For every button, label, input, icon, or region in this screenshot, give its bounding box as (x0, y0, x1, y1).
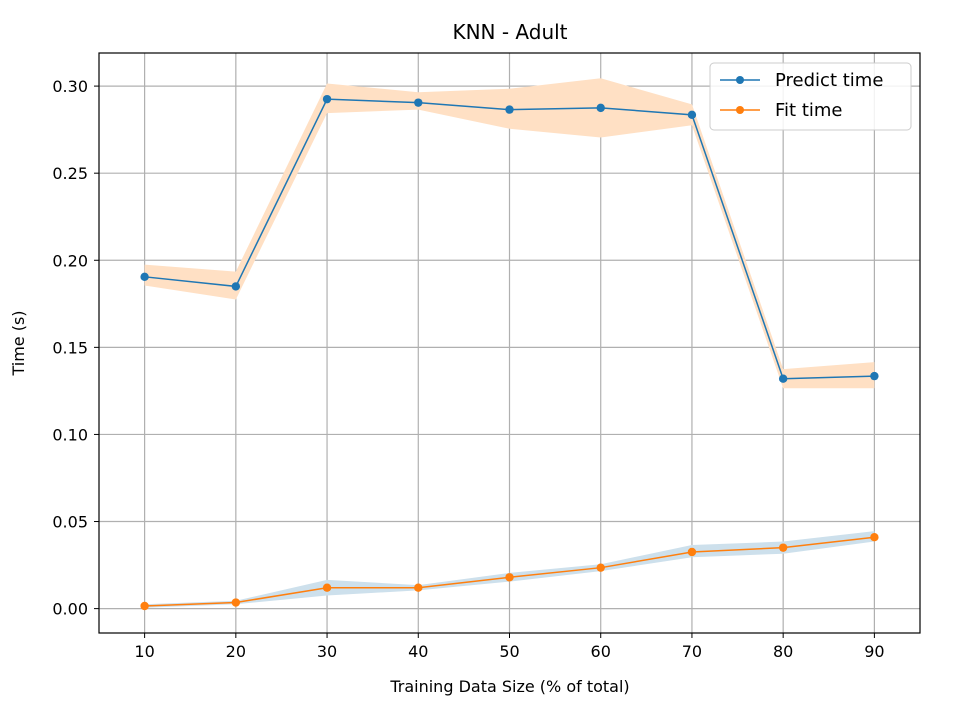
y-tick-label: 0.10 (52, 425, 88, 444)
point-predict-time (505, 105, 514, 114)
x-tick-label: 80 (773, 642, 793, 661)
point-predict-time (778, 374, 788, 383)
x-tick-label: 90 (864, 642, 884, 661)
y-axis-ticks: 0.00 0.05 0.10 0.15 0.20 0.25 0.30 (52, 77, 99, 619)
y-axis-label: Time (s) (9, 310, 28, 376)
legend: Predict time Fit time (709, 62, 912, 131)
x-tick-label: 20 (226, 642, 246, 661)
point-fit-time (322, 583, 332, 592)
point-fit-time (231, 598, 241, 607)
x-axis-label: Training Data Size (% of total) (389, 677, 629, 696)
legend-label-fit-time: Fit time (775, 100, 843, 121)
point-predict-time (870, 371, 879, 381)
legend-marker-predict-time (736, 76, 744, 84)
point-predict-time (687, 110, 697, 120)
point-fit-time (505, 573, 514, 582)
y-tick-label: 0.15 (52, 338, 88, 357)
y-tick-label: 0.30 (52, 77, 88, 96)
point-predict-time (596, 103, 605, 113)
point-fit-time (140, 601, 149, 611)
point-fit-time (414, 583, 423, 592)
y-tick-label: 0.05 (52, 513, 88, 532)
x-tick-label: 60 (591, 642, 611, 661)
y-tick-label: 0.25 (52, 164, 88, 183)
point-predict-time (140, 272, 149, 282)
point-predict-time (231, 282, 241, 291)
legend-box (709, 62, 912, 131)
x-axis-ticks: 10 20 30 40 50 60 70 80 90 (134, 633, 885, 661)
x-tick-label: 30 (317, 642, 337, 661)
point-fit-time (778, 543, 788, 552)
point-fit-time (687, 547, 697, 557)
x-tick-label: 50 (499, 642, 519, 661)
x-tick-label: 10 (134, 642, 154, 661)
point-fit-time (870, 533, 879, 542)
x-tick-label: 40 (408, 642, 428, 661)
series-markers (140, 94, 879, 611)
point-predict-time (414, 98, 423, 107)
y-tick-label: 0.00 (52, 600, 88, 619)
point-predict-time (322, 94, 332, 104)
x-tick-label: 70 (682, 642, 702, 661)
legend-label-predict-time: Predict time (775, 70, 883, 91)
point-fit-time (596, 563, 605, 572)
y-tick-label: 0.20 (52, 251, 88, 270)
legend-marker-fit-time (736, 106, 744, 114)
grid-lines (99, 53, 920, 633)
chart-title: KNN - Adult (452, 20, 567, 44)
